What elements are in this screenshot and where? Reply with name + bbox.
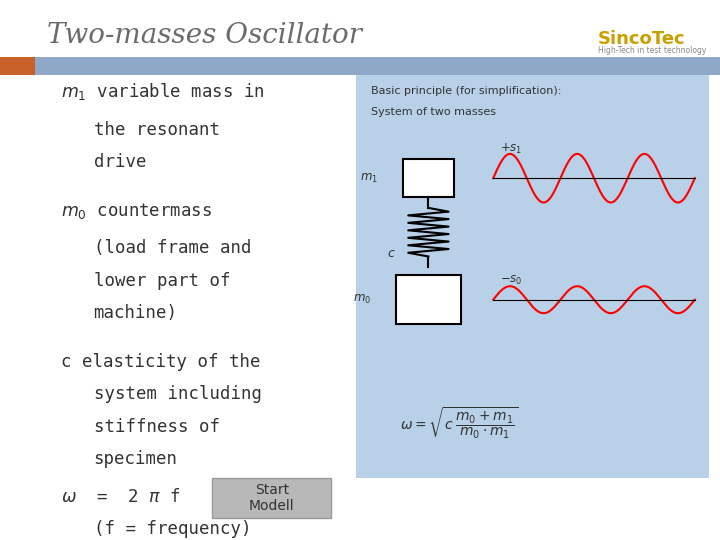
Bar xyxy=(396,275,461,324)
Text: Start
Modell: Start Modell xyxy=(249,483,294,513)
Text: $\omega$  =  2 $\pi$ f: $\omega$ = 2 $\pi$ f xyxy=(61,488,181,506)
Text: Basic principle (for simplification):: Basic principle (for simplification): xyxy=(371,86,561,97)
Bar xyxy=(403,159,454,197)
Text: system including: system including xyxy=(94,385,261,403)
Text: System of two masses: System of two masses xyxy=(371,107,496,117)
Bar xyxy=(356,70,709,478)
Text: c: c xyxy=(387,247,394,260)
Text: $m_1$ variable mass in: $m_1$ variable mass in xyxy=(61,82,265,102)
Text: $m_0$ countermass: $m_0$ countermass xyxy=(61,200,212,221)
Text: c elasticity of the: c elasticity of the xyxy=(61,353,261,371)
Text: High-Tech in test technology: High-Tech in test technology xyxy=(598,46,706,55)
Text: SincoTec: SincoTec xyxy=(598,30,685,49)
Text: $m_0$: $m_0$ xyxy=(353,293,371,306)
Bar xyxy=(0,57,35,75)
Text: lower part of: lower part of xyxy=(94,272,230,290)
Text: drive: drive xyxy=(94,153,146,171)
Text: machine): machine) xyxy=(94,304,178,322)
Text: +$s_1$: +$s_1$ xyxy=(500,141,523,156)
Text: the resonant: the resonant xyxy=(94,120,220,139)
Text: (load frame and: (load frame and xyxy=(94,239,251,258)
Text: $-s_0$: $-s_0$ xyxy=(500,274,523,287)
Bar xyxy=(212,478,331,518)
Text: $\omega = \sqrt{c \; \dfrac{m_0 + m_1}{m_0 \cdot m_1}}$: $\omega = \sqrt{c \; \dfrac{m_0 + m_1}{m… xyxy=(400,406,518,442)
Text: (f = frequency): (f = frequency) xyxy=(94,520,251,538)
Text: $m_1$: $m_1$ xyxy=(360,172,378,185)
Text: Two-masses Oscillator: Two-masses Oscillator xyxy=(47,22,362,49)
Text: specimen: specimen xyxy=(94,450,178,468)
Bar xyxy=(0,57,720,75)
Text: stiffness of: stiffness of xyxy=(94,417,220,436)
